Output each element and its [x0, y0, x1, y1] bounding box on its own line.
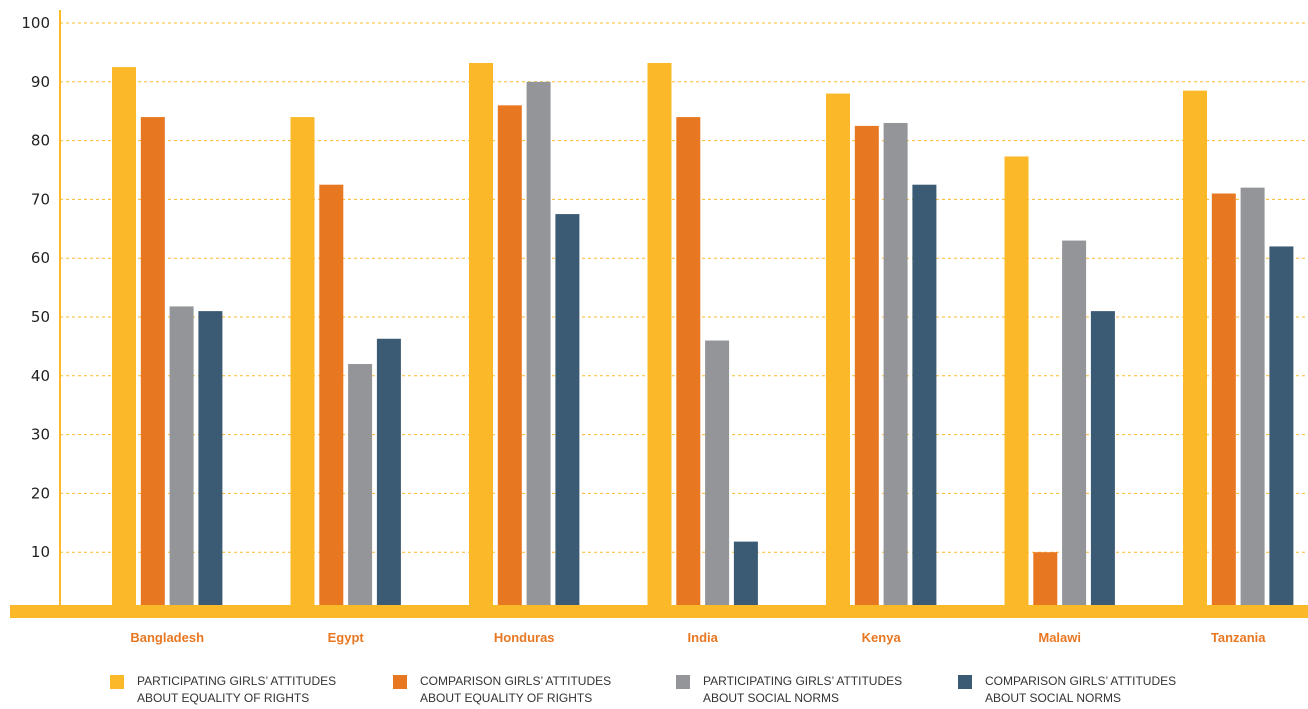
- legend-item-4: COMPARISON GIRLS’ ATTITUDES ABOUT SOCIAL …: [958, 673, 1176, 707]
- legend-label-line: COMPARISON GIRLS’ ATTITUDES: [420, 674, 612, 688]
- bar-kenya-series-1: [826, 93, 850, 613]
- bar-egypt-series-2: [319, 184, 344, 613]
- bar-kenya-series-4: [912, 184, 937, 613]
- bar-malawi-series-3: [1062, 240, 1087, 613]
- category-label-egypt: Egypt: [328, 630, 365, 645]
- bar-bangladesh-series-3: [169, 306, 194, 613]
- y-tick-label: 100: [21, 14, 50, 32]
- category-label-india: India: [688, 630, 719, 645]
- bar-malawi-series-4: [1090, 311, 1115, 613]
- bar-chart: 10 20 30 40 50 60 70 80 90 100 Bangladesh Egypt Hon…: [10, 10, 1308, 645]
- bar-tanzania-series-4: [1269, 246, 1294, 613]
- bar-bangladesh-series-4: [198, 311, 223, 613]
- category-label-kenya: Kenya: [862, 630, 902, 645]
- legend-label-line: PARTICIPATING GIRLS’ ATTITUDES: [703, 674, 903, 688]
- bar-honduras-series-3: [526, 81, 551, 614]
- category-label-malawi: Malawi: [1038, 630, 1081, 645]
- legend: PARTICIPATING GIRLS’ ATTITUDES ABOUT EQUA…: [0, 673, 1308, 709]
- y-tick-label: 60: [31, 249, 50, 267]
- legend-label-line: PARTICIPATING GIRLS’ ATTITUDES: [137, 674, 337, 688]
- bar-tanzania-series-2: [1211, 193, 1236, 613]
- legend-label: PARTICIPATING GIRLS’ ATTITUDES ABOUT EQUA…: [137, 673, 336, 707]
- bar-honduras-series-2: [497, 105, 522, 613]
- category-label-honduras: Honduras: [494, 630, 555, 645]
- bar-malawi-series-2: [1033, 552, 1058, 613]
- legend-label-line: ABOUT SOCIAL NORMS: [985, 691, 1122, 705]
- legend-swatch: [393, 675, 407, 689]
- bar-india-series-3: [705, 340, 730, 613]
- y-tick-label: 70: [31, 190, 50, 208]
- bars: [112, 62, 1294, 614]
- bar-bangladesh-series-2: [140, 117, 165, 613]
- legend-label-line: ABOUT EQUALITY OF RIGHTS: [137, 691, 310, 705]
- category-labels: Bangladesh Egypt Honduras India Kenya Malawi T…: [130, 630, 1266, 645]
- legend-item-3: PARTICIPATING GIRLS’ ATTITUDES ABOUT SOCI…: [676, 673, 902, 707]
- y-tick-labels: 10 20 30 40 50 60 70 80 90 100: [21, 14, 50, 561]
- y-tick-label: 40: [31, 367, 50, 385]
- y-tick-label: 20: [31, 484, 50, 502]
- y-tick-label: 10: [31, 543, 50, 561]
- legend-swatch: [958, 675, 972, 689]
- y-tick-label: 90: [31, 73, 50, 91]
- bar-india-series-1: [647, 62, 672, 613]
- legend-item-1: PARTICIPATING GIRLS’ ATTITUDES ABOUT EQUA…: [110, 673, 336, 707]
- category-label-tanzania: Tanzania: [1211, 630, 1266, 645]
- bar-kenya-series-2: [854, 125, 879, 614]
- axes: [10, 10, 1308, 618]
- legend-item-2: COMPARISON GIRLS’ ATTITUDES ABOUT EQUALIT…: [393, 673, 611, 707]
- bar-egypt-series-4: [376, 338, 401, 613]
- legend-swatch: [110, 675, 124, 689]
- bar-tanzania-series-3: [1240, 187, 1265, 613]
- legend-label: PARTICIPATING GIRLS’ ATTITUDES ABOUT SOCI…: [703, 673, 902, 707]
- bar-egypt-series-1: [290, 117, 315, 613]
- legend-label-line: ABOUT EQUALITY OF RIGHTS: [420, 691, 593, 705]
- legend-swatch: [676, 675, 690, 689]
- bar-malawi-series-1: [1004, 156, 1029, 613]
- bar-india-series-4: [733, 541, 758, 613]
- bar-egypt-series-3: [348, 364, 373, 613]
- bar-kenya-series-3: [883, 122, 908, 614]
- legend-label: COMPARISON GIRLS’ ATTITUDES ABOUT SOCIAL …: [985, 673, 1176, 707]
- legend-label-line: ABOUT SOCIAL NORMS: [703, 691, 840, 705]
- x-axis-baseline: [10, 605, 1308, 618]
- y-tick-label: 80: [31, 132, 50, 150]
- legend-label-line: COMPARISON GIRLS’ ATTITUDES: [985, 674, 1177, 688]
- y-tick-label: 50: [31, 308, 50, 326]
- bar-india-series-2: [676, 117, 701, 613]
- bar-honduras-series-4: [555, 214, 580, 613]
- bar-tanzania-series-1: [1183, 90, 1207, 614]
- category-label-bangladesh: Bangladesh: [130, 630, 204, 645]
- bar-honduras-series-1: [469, 62, 493, 613]
- legend-label: COMPARISON GIRLS’ ATTITUDES ABOUT EQUALIT…: [420, 673, 611, 707]
- bar-bangladesh-series-1: [112, 67, 136, 614]
- y-tick-label: 30: [31, 426, 50, 444]
